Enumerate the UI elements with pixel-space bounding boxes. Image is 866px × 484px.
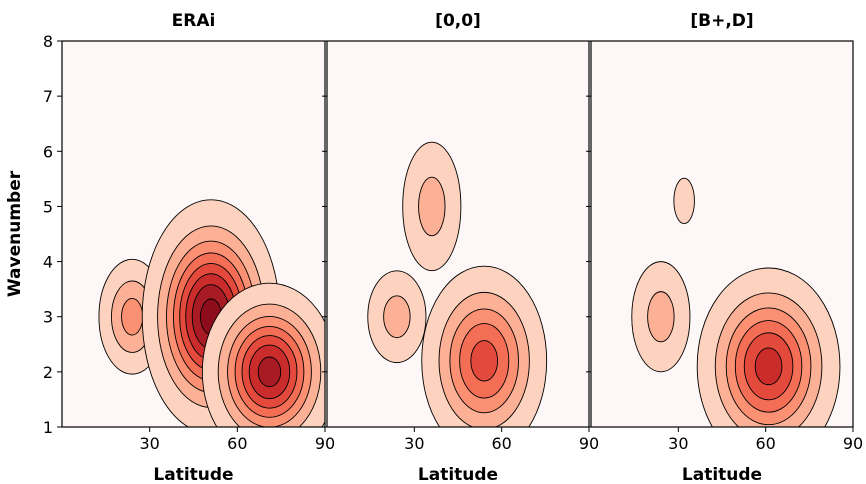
contour-peak-0-level-3: [121, 297, 144, 336]
y-tick-label: 4: [43, 253, 53, 272]
panel-title: ERAi: [172, 11, 216, 31]
x-tick-label: 60: [491, 434, 511, 453]
panel-title: [0,0]: [435, 11, 481, 31]
contour-peak-0-level-1: [673, 177, 695, 225]
x-axis-label: Latitude: [418, 465, 498, 484]
y-tick-label: 1: [43, 418, 53, 437]
x-axis-label: Latitude: [682, 465, 762, 484]
y-tick-label: 8: [43, 32, 53, 51]
x-tick-label: 90: [579, 434, 599, 453]
axes-frame: [590, 40, 854, 428]
contour-peak-0-level-2: [418, 176, 446, 237]
x-tick-label: 30: [139, 434, 159, 453]
y-tick-label: 5: [43, 197, 53, 216]
y-tick-label: 3: [43, 308, 53, 327]
contour-peak-2-level-7: [257, 356, 282, 388]
panel-title: [B+,D]: [690, 11, 753, 31]
y-tick-label: 2: [43, 363, 53, 382]
contour-peak-2-level-6: [754, 347, 783, 386]
axes-frame: [61, 40, 326, 428]
y-axis-label: Wavenumber: [5, 170, 25, 297]
y-tick-label: 7: [43, 87, 53, 106]
axes-frame: [326, 40, 590, 428]
panel-erai: ERAi 30 60 90 Latitude 1 2 3 4 5 6 7 8 Wavenumber: [5, 11, 335, 484]
contour-peak-1-level-2: [647, 291, 675, 343]
contour-peak-2-level-5: [470, 340, 499, 382]
x-tick-label: 60: [227, 434, 247, 453]
contour-peak-1-level-2: [383, 295, 411, 339]
x-tick-label: 90: [843, 434, 863, 453]
x-axis-label: Latitude: [153, 465, 233, 484]
panel-0-0: [0,0] 30 60 90 Latitude: [322, 11, 599, 484]
y-tick-label: 6: [43, 142, 53, 161]
x-tick-label: 30: [404, 434, 424, 453]
x-tick-label: 90: [315, 434, 335, 453]
panel-bplus-d: [B+,D] 30 60 90 Latitude: [586, 11, 863, 484]
x-tick-label: 30: [668, 434, 688, 453]
x-tick-label: 60: [755, 434, 775, 453]
